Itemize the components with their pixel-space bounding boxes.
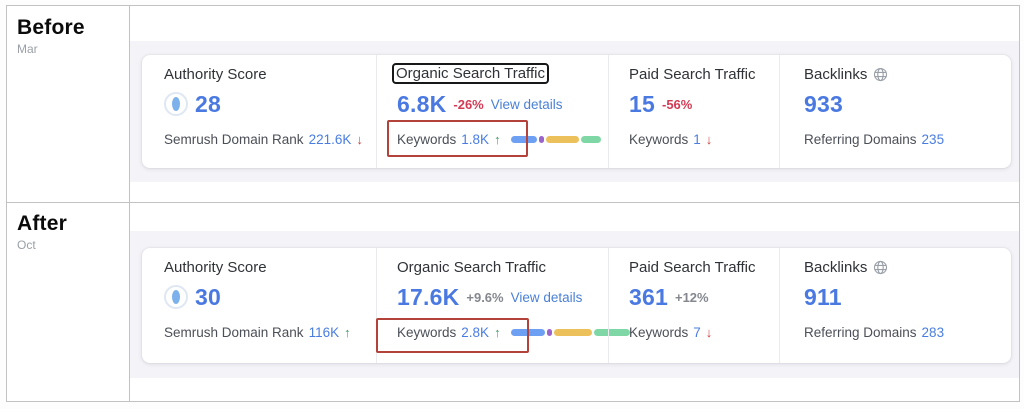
backlinks-column-before: Backlinks 933 Referring Domains 235 xyxy=(779,55,1011,168)
paid-traffic-value-after: 361 xyxy=(629,283,668,310)
domain-rank-value-after: 116K xyxy=(308,325,340,340)
backlinks-title-after: Backlinks xyxy=(804,258,868,276)
after-month: Oct xyxy=(17,238,36,252)
authority-score-value-after: 30 xyxy=(195,283,221,310)
comparison-table: Before Mar After Oct Authority Score 28 … xyxy=(6,5,1020,402)
keywords-label-before: Keywords xyxy=(397,132,457,147)
domain-rank-value-before: 221.6K xyxy=(308,132,352,147)
paid-change-after: +12% xyxy=(674,289,709,305)
organic-traffic-value-after: 17.6K xyxy=(397,283,460,310)
before-label: Before xyxy=(17,16,85,39)
paid-keywords-value-before: 1 xyxy=(693,132,701,147)
before-month: Mar xyxy=(17,42,38,56)
domain-rank-label-before: Semrush Domain Rank xyxy=(164,132,304,147)
authority-score-value-before: 28 xyxy=(195,90,221,117)
backlinks-title-before: Backlinks xyxy=(804,65,868,83)
organic-change-after: +9.6% xyxy=(466,289,504,305)
keywords-value-before: 1.8K xyxy=(461,132,490,147)
organic-change-before: -26% xyxy=(453,96,484,112)
backlinks-column-after: Backlinks 911 Referring Domains 283 xyxy=(779,248,1011,363)
paid-traffic-column-before: Paid Search Traffic 15 -56% Keywords 1 ↓ xyxy=(608,55,779,168)
paid-traffic-title-before: Paid Search Traffic xyxy=(629,65,756,83)
paid-keywords-label-before: Keywords xyxy=(629,132,689,147)
paid-keywords-value-after: 7 xyxy=(693,325,701,340)
black-annotation-box-organic-title: Organic Search Traffic xyxy=(392,62,549,84)
referring-domains-value-after: 283 xyxy=(921,325,945,340)
trend-up-icon: ↑ xyxy=(494,325,501,340)
after-label: After xyxy=(17,212,68,235)
label-column-divider xyxy=(129,6,130,401)
keywords-distribution-bar-before xyxy=(510,136,601,143)
trend-up-icon: ↑ xyxy=(494,132,501,147)
keywords-label-after: Keywords xyxy=(397,325,457,340)
referring-domains-value-before: 235 xyxy=(921,132,945,147)
organic-traffic-value-before: 6.8K xyxy=(397,90,447,117)
paid-keywords-label-after: Keywords xyxy=(629,325,689,340)
backlinks-value-after: 911 xyxy=(804,283,842,310)
trend-down-icon: ↓ xyxy=(705,132,713,147)
trend-down-icon: ↓ xyxy=(356,132,363,147)
globe-icon xyxy=(874,67,888,81)
authority-score-column-after: Authority Score 30 Semrush Domain Rank 1… xyxy=(142,248,376,363)
paid-traffic-value-before: 15 xyxy=(629,90,655,117)
view-details-link-before[interactable]: View details xyxy=(490,96,563,112)
row-divider xyxy=(7,202,1019,203)
backlinks-value-before: 933 xyxy=(804,90,843,117)
organic-traffic-column-after: Organic Search Traffic 17.6K +9.6% View … xyxy=(376,248,630,363)
metrics-card-before: Authority Score 28 Semrush Domain Rank 2… xyxy=(142,55,1011,168)
trend-up-icon: ↑ xyxy=(344,325,351,340)
metrics-card-after: Authority Score 30 Semrush Domain Rank 1… xyxy=(142,248,1011,363)
row-label-after: After Oct xyxy=(17,212,122,252)
domain-rank-label-after: Semrush Domain Rank xyxy=(164,325,304,340)
paid-traffic-title-after: Paid Search Traffic xyxy=(629,258,756,276)
authority-gauge-icon xyxy=(164,92,188,116)
referring-domains-label-before: Referring Domains xyxy=(804,132,917,147)
view-details-link-after[interactable]: View details xyxy=(510,289,583,305)
globe-icon xyxy=(874,260,888,274)
authority-score-title-before: Authority Score xyxy=(164,65,267,83)
paid-change-before: -56% xyxy=(661,96,693,112)
authority-score-title-after: Authority Score xyxy=(164,258,267,276)
row-label-before: Before Mar xyxy=(17,16,122,56)
trend-down-icon: ↓ xyxy=(705,325,713,340)
organic-traffic-title-after: Organic Search Traffic xyxy=(397,258,546,276)
organic-traffic-column-before: Organic Search Traffic 6.8K -26% View de… xyxy=(376,55,608,168)
authority-gauge-icon xyxy=(164,285,188,309)
paid-traffic-column-after: Paid Search Traffic 361 +12% Keywords 7 … xyxy=(608,248,779,363)
referring-domains-label-after: Referring Domains xyxy=(804,325,917,340)
keywords-value-after: 2.8K xyxy=(461,325,490,340)
authority-score-column-before: Authority Score 28 Semrush Domain Rank 2… xyxy=(142,55,376,168)
